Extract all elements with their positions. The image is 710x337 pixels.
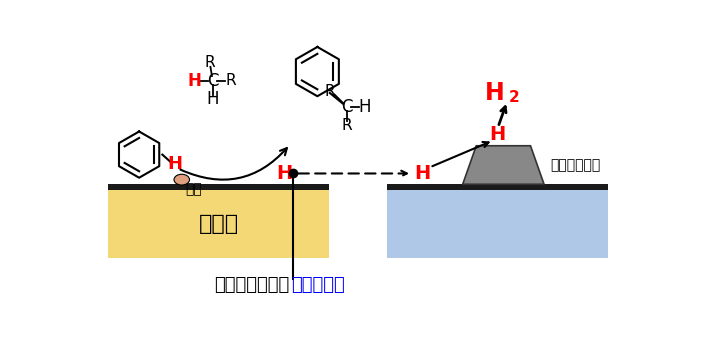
Text: H: H <box>168 155 182 173</box>
Text: 固体酸: 固体酸 <box>199 214 239 234</box>
Bar <box>108 184 329 190</box>
Ellipse shape <box>174 174 190 185</box>
Text: 2: 2 <box>509 90 520 105</box>
Polygon shape <box>463 146 544 184</box>
Text: C: C <box>341 98 353 116</box>
FancyArrowPatch shape <box>180 148 287 180</box>
Text: （長距離）: （長距離） <box>291 276 345 294</box>
Text: R: R <box>324 84 335 99</box>
Text: R: R <box>204 55 215 70</box>
Text: H: H <box>359 98 371 116</box>
Text: 金属ナノ粒子: 金属ナノ粒子 <box>550 158 601 172</box>
Bar <box>387 184 608 190</box>
Text: H: H <box>484 82 504 105</box>
Text: C: C <box>207 72 219 90</box>
Text: 粒子間水素移動: 粒子間水素移動 <box>214 276 290 294</box>
Text: H: H <box>489 125 506 145</box>
Text: H: H <box>207 90 219 108</box>
Text: H: H <box>277 164 293 183</box>
Bar <box>387 190 608 258</box>
Text: H: H <box>414 164 430 183</box>
Text: R: R <box>225 73 236 88</box>
Text: R: R <box>342 118 352 133</box>
Bar <box>108 190 329 258</box>
Text: H: H <box>188 72 202 90</box>
Text: 酸点: 酸点 <box>185 182 202 196</box>
